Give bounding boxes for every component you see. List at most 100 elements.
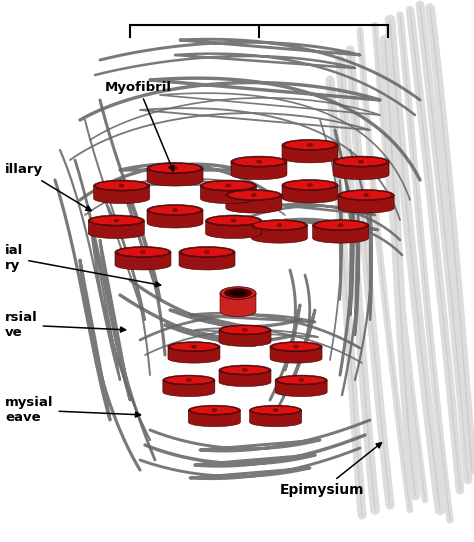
Ellipse shape bbox=[282, 139, 338, 150]
Ellipse shape bbox=[231, 219, 236, 222]
Ellipse shape bbox=[228, 191, 280, 199]
Ellipse shape bbox=[251, 193, 256, 197]
Ellipse shape bbox=[282, 179, 338, 190]
Polygon shape bbox=[282, 145, 338, 163]
Ellipse shape bbox=[179, 247, 235, 257]
Polygon shape bbox=[282, 185, 338, 203]
Ellipse shape bbox=[335, 157, 387, 166]
Polygon shape bbox=[163, 380, 215, 397]
Ellipse shape bbox=[202, 181, 254, 190]
Polygon shape bbox=[219, 330, 271, 346]
Ellipse shape bbox=[165, 376, 213, 384]
Ellipse shape bbox=[229, 290, 247, 296]
Polygon shape bbox=[275, 380, 327, 397]
Polygon shape bbox=[188, 410, 240, 427]
Ellipse shape bbox=[163, 375, 215, 385]
Polygon shape bbox=[220, 293, 256, 317]
Text: illary: illary bbox=[5, 164, 91, 211]
Ellipse shape bbox=[338, 190, 394, 201]
Ellipse shape bbox=[119, 184, 124, 187]
Ellipse shape bbox=[308, 144, 312, 146]
Ellipse shape bbox=[186, 378, 191, 382]
Ellipse shape bbox=[173, 209, 177, 211]
Polygon shape bbox=[231, 162, 287, 179]
Ellipse shape bbox=[173, 166, 177, 170]
Polygon shape bbox=[313, 225, 369, 243]
Ellipse shape bbox=[147, 163, 203, 173]
Ellipse shape bbox=[308, 184, 312, 186]
Ellipse shape bbox=[94, 180, 150, 191]
Text: Myofibril: Myofibril bbox=[105, 81, 173, 171]
Ellipse shape bbox=[358, 160, 364, 163]
Ellipse shape bbox=[149, 164, 201, 172]
Ellipse shape bbox=[117, 248, 169, 256]
Ellipse shape bbox=[299, 378, 304, 382]
Ellipse shape bbox=[273, 409, 278, 411]
Polygon shape bbox=[251, 225, 307, 243]
Ellipse shape bbox=[88, 215, 144, 226]
Ellipse shape bbox=[168, 341, 220, 352]
Polygon shape bbox=[206, 221, 262, 238]
Polygon shape bbox=[270, 346, 322, 363]
Ellipse shape bbox=[243, 369, 247, 371]
Ellipse shape bbox=[221, 326, 269, 334]
Ellipse shape bbox=[250, 405, 301, 415]
Polygon shape bbox=[115, 252, 171, 270]
Ellipse shape bbox=[201, 180, 256, 191]
Ellipse shape bbox=[284, 180, 336, 190]
Ellipse shape bbox=[252, 406, 300, 414]
Ellipse shape bbox=[219, 365, 271, 375]
Polygon shape bbox=[179, 252, 235, 270]
Text: Epimysium: Epimysium bbox=[280, 443, 382, 497]
Polygon shape bbox=[94, 185, 150, 203]
Polygon shape bbox=[333, 162, 389, 179]
Ellipse shape bbox=[333, 156, 389, 167]
Text: ial
ry: ial ry bbox=[5, 244, 161, 287]
Ellipse shape bbox=[251, 220, 307, 231]
Ellipse shape bbox=[96, 181, 147, 190]
Ellipse shape bbox=[313, 220, 369, 231]
Polygon shape bbox=[88, 221, 144, 238]
Ellipse shape bbox=[191, 406, 238, 414]
Ellipse shape bbox=[212, 409, 217, 411]
Ellipse shape bbox=[226, 184, 231, 187]
Ellipse shape bbox=[225, 288, 252, 298]
Polygon shape bbox=[219, 370, 271, 386]
Ellipse shape bbox=[147, 204, 203, 216]
Ellipse shape bbox=[340, 191, 392, 199]
Ellipse shape bbox=[91, 216, 142, 225]
Ellipse shape bbox=[219, 325, 271, 335]
Ellipse shape bbox=[233, 157, 285, 166]
Polygon shape bbox=[147, 210, 203, 228]
Ellipse shape bbox=[315, 221, 366, 230]
Ellipse shape bbox=[115, 247, 171, 257]
Polygon shape bbox=[338, 195, 394, 213]
Ellipse shape bbox=[277, 376, 325, 384]
Ellipse shape bbox=[293, 345, 299, 348]
Polygon shape bbox=[147, 168, 203, 186]
Ellipse shape bbox=[204, 250, 210, 254]
Ellipse shape bbox=[208, 216, 260, 225]
Ellipse shape bbox=[284, 140, 336, 150]
Ellipse shape bbox=[220, 287, 256, 299]
Ellipse shape bbox=[114, 219, 119, 222]
Ellipse shape bbox=[277, 224, 282, 227]
Ellipse shape bbox=[188, 405, 240, 415]
Ellipse shape bbox=[206, 215, 262, 226]
Ellipse shape bbox=[221, 366, 269, 374]
Polygon shape bbox=[250, 410, 301, 427]
Ellipse shape bbox=[181, 248, 233, 256]
Ellipse shape bbox=[231, 156, 287, 167]
Ellipse shape bbox=[149, 205, 201, 215]
Polygon shape bbox=[168, 346, 220, 363]
Ellipse shape bbox=[275, 375, 327, 385]
Ellipse shape bbox=[364, 193, 369, 197]
Text: mysial
eave: mysial eave bbox=[5, 396, 140, 424]
Ellipse shape bbox=[191, 345, 196, 348]
Ellipse shape bbox=[272, 343, 320, 351]
Ellipse shape bbox=[256, 160, 262, 163]
Polygon shape bbox=[201, 185, 256, 203]
Polygon shape bbox=[226, 195, 282, 213]
Text: rsial
ve: rsial ve bbox=[5, 311, 126, 339]
Ellipse shape bbox=[254, 221, 305, 230]
